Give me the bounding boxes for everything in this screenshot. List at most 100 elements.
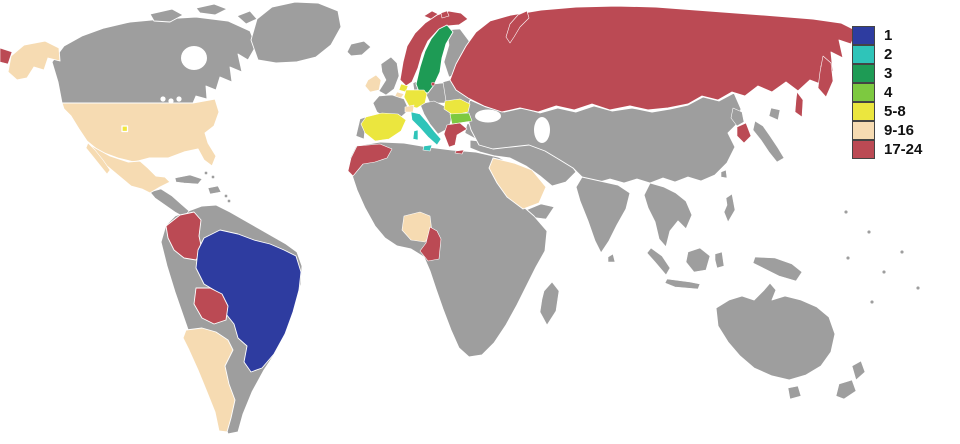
island-borneo — [685, 247, 711, 273]
country-switzerland — [404, 104, 415, 113]
island-hispaniola — [207, 185, 222, 195]
island-hokkaido — [768, 107, 781, 121]
country-belgium — [394, 91, 405, 99]
island-sumatra — [646, 247, 671, 276]
island-new-zealand-north — [851, 360, 866, 381]
island-sicily — [422, 144, 433, 152]
country-germany — [403, 89, 428, 109]
country-morocco — [347, 143, 393, 177]
country-india — [575, 176, 631, 254]
legend-item: 9-16 — [852, 121, 922, 140]
island-arctic-2 — [195, 3, 228, 16]
island-pacific-dot-6 — [870, 300, 875, 305]
country-spain — [360, 112, 407, 142]
landmass-canada — [51, 16, 257, 104]
legend-label: 17-24 — [884, 141, 923, 158]
island-pacific-dot-2 — [867, 229, 872, 234]
legend-swatch — [852, 140, 875, 159]
island-madagascar — [539, 281, 560, 326]
islands-svalbard-2 — [440, 10, 450, 19]
island-taiwan — [720, 169, 728, 179]
island-tasmania — [787, 385, 802, 400]
country-ireland — [364, 74, 382, 93]
country-norway — [399, 10, 469, 87]
region-kaliningrad — [431, 81, 436, 86]
country-united-states — [61, 98, 220, 167]
island-bahamas-dot-2 — [211, 175, 215, 179]
island-bahamas-dot-1 — [204, 171, 208, 175]
legend-swatch — [852, 121, 875, 140]
legend-label: 9-16 — [884, 122, 915, 139]
country-japan — [752, 120, 785, 163]
legend-swatch — [852, 64, 875, 83]
island-pacific-dot-7 — [844, 209, 849, 214]
legend-label: 5-8 — [884, 103, 906, 120]
legend-item: 2 — [852, 45, 922, 64]
water-caspian-sea — [534, 117, 550, 143]
island-iceland — [346, 40, 372, 57]
region-southeast-asia — [643, 182, 693, 248]
country-argentina — [182, 327, 236, 433]
country-russia-kamchatka — [817, 55, 834, 98]
country-north-korea — [730, 107, 745, 127]
island-sulawesi — [714, 251, 725, 269]
legend-item: 1 — [852, 26, 922, 45]
island-pacific-dot-4 — [900, 249, 905, 254]
legend-label: 3 — [884, 65, 893, 82]
country-australia — [715, 282, 836, 381]
island-cuba — [174, 174, 203, 185]
legend-label: 2 — [884, 46, 893, 63]
island-philippines — [723, 193, 736, 223]
country-russia-chukotka-sliver — [0, 47, 13, 65]
island-sardinia — [412, 129, 419, 141]
country-south-korea — [736, 122, 752, 144]
island-caribbean-dot-2 — [227, 199, 231, 203]
country-russia — [449, 5, 858, 113]
country-bolivia — [193, 287, 229, 325]
island-sakhalin — [794, 91, 804, 118]
legend: 1 2 3 4 5-8 9-16 17-24 — [852, 26, 922, 159]
island-caribbean-dot-1 — [224, 194, 228, 198]
legend-item: 4 — [852, 83, 922, 102]
legend-item: 17-24 — [852, 140, 922, 159]
legend-swatch — [852, 45, 875, 64]
legend-item: 3 — [852, 64, 922, 83]
region-central-america — [149, 188, 190, 218]
country-sweden — [415, 24, 454, 94]
island-pacific-dot-1 — [846, 256, 851, 261]
island-pacific-dot-5 — [916, 286, 921, 291]
inland-water — [160, 46, 550, 143]
island-java — [664, 278, 701, 290]
island-pacific-dot-3 — [882, 270, 887, 275]
country-cameroon — [419, 226, 442, 262]
islands-novaya-zemlya — [505, 10, 530, 44]
country-mexico-baja-california — [85, 142, 111, 175]
island-arctic-3 — [236, 10, 258, 25]
legend-swatch — [852, 83, 875, 102]
water-hudson-bay — [181, 46, 207, 70]
participant-countries — [0, 5, 858, 433]
host-marker — [121, 125, 129, 133]
country-romania — [443, 98, 471, 116]
water-black-sea — [475, 109, 501, 123]
country-united-kingdom — [378, 56, 400, 96]
water-great-lake-3 — [176, 96, 182, 102]
legend-item: 5-8 — [852, 102, 922, 121]
island-crete — [454, 149, 465, 155]
island-new-zealand-south — [835, 379, 857, 400]
landmass-greenland — [250, 1, 342, 64]
island-arctic-1 — [149, 8, 184, 23]
country-italy — [410, 111, 442, 146]
legend-label: 4 — [884, 84, 893, 101]
legend-swatch — [852, 102, 875, 121]
landmass-africa — [349, 141, 548, 358]
water-great-lake-1 — [160, 96, 166, 102]
water-great-lake-2 — [168, 98, 174, 104]
islands-svalbard-1 — [423, 10, 439, 20]
country-united-states-alaska — [7, 40, 61, 81]
country-saudi-arabia — [488, 157, 547, 210]
country-greece — [443, 122, 468, 148]
legend-swatch — [852, 26, 875, 45]
